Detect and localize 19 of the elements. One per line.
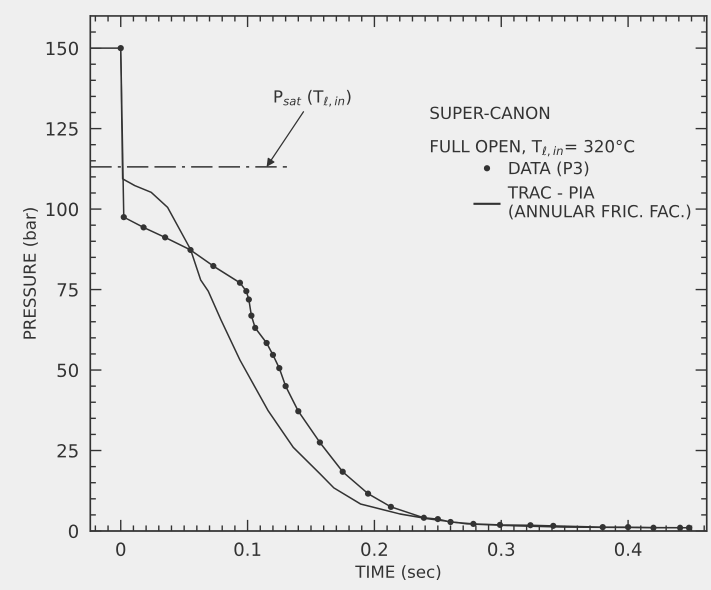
annotation: FULL OPEN, T$_{ℓ,in}$= 320°C (430, 140, 634, 156)
y-tick-label: 50 (58, 364, 78, 378)
x-tick-label: 0.4 (614, 542, 642, 556)
y-tick-label: 125 (46, 122, 78, 136)
x-tick-label: 0.1 (234, 542, 260, 556)
legend-label: DATA (P3) (509, 161, 588, 176)
annotation: P$_{sat}$ (T$_{ℓ,in}$) (274, 90, 351, 107)
legend-label: TRAC - PIA (ANNULAR FRIC. FAC.) (508, 186, 690, 220)
annotation: SUPER-CANON (430, 106, 550, 120)
y-axis-title: PRESSURE (bar) (23, 208, 38, 339)
y-tick-label: 100 (46, 202, 78, 216)
y-tick-label: 75 (58, 283, 78, 297)
x-tick-label: 0 (116, 542, 126, 556)
x-tick-label: 0.3 (488, 542, 514, 556)
x-axis-title: TIME (sec) (355, 565, 440, 580)
y-tick-label: 150 (46, 42, 78, 56)
y-tick-label: 25 (58, 444, 78, 458)
x-tick-label: 0.2 (361, 542, 387, 556)
y-tick-label: 0 (68, 524, 78, 538)
